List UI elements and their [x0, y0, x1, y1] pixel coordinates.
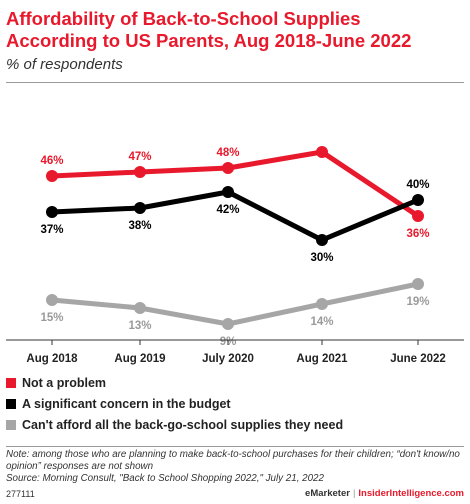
brand-separator: |: [352, 488, 356, 499]
header-divider: [6, 82, 464, 83]
x-tick-label: Aug 2021: [296, 353, 348, 365]
x-tick-label: June 2022: [390, 353, 446, 365]
legend-item-cant-afford: Can't afford all the back-go-school supp…: [6, 416, 343, 434]
data-point: [412, 210, 424, 222]
footer-brand: eMarketer | InsiderIntelligence.com: [305, 488, 464, 499]
data-label: 19%: [406, 296, 429, 308]
data-point: [316, 298, 328, 310]
data-point: [222, 186, 234, 198]
data-point: [316, 146, 328, 158]
data-point: [46, 294, 58, 306]
chart-subtitle: % of respondents: [6, 56, 123, 73]
data-label: 52%: [310, 140, 333, 143]
data-label: 38%: [128, 220, 151, 232]
legend-item-significant-concern: A significant concern in the budget: [6, 395, 343, 413]
data-label: 42%: [216, 204, 239, 216]
data-label: 13%: [128, 320, 151, 332]
brand-site-link[interactable]: InsiderIntelligence.com: [358, 488, 464, 499]
legend-label: Can't afford all the back-go-school supp…: [22, 418, 344, 432]
data-point: [412, 194, 424, 206]
data-labels-layer: 46%47%48%52%36%37%38%42%30%40%15%13%9%14…: [40, 140, 429, 348]
x-tick-label: Aug 2018: [26, 353, 78, 365]
data-label: 37%: [40, 224, 63, 236]
data-label: 14%: [310, 316, 333, 328]
legend-label: Not a problem: [22, 376, 107, 390]
series-line-1: [51, 189, 419, 243]
data-label: 36%: [406, 228, 429, 240]
data-point: [134, 202, 146, 214]
series-line-2: [51, 281, 419, 327]
data-label: 40%: [406, 179, 429, 191]
legend-swatch-red: [6, 378, 16, 388]
data-label: 48%: [216, 147, 239, 159]
data-point: [46, 206, 58, 218]
chart-title: Affordability of Back-to-School Supplies…: [6, 8, 412, 51]
data-point: [222, 318, 234, 330]
data-point: [412, 278, 424, 290]
data-point: [134, 302, 146, 314]
legend: Not a problem A significant concern in t…: [6, 374, 343, 437]
x-tick-label: Aug 2019: [114, 353, 165, 365]
legend-label: A significant concern in the budget: [22, 397, 231, 411]
notes: Note: among those who are planning to ma…: [6, 449, 464, 485]
data-point: [222, 162, 234, 174]
data-point: [46, 170, 58, 182]
legend-swatch-gray: [6, 420, 16, 430]
data-label: 30%: [310, 252, 333, 264]
notes-divider: [6, 446, 464, 447]
x-axis: Aug 2018 Aug 2019 July 2020 Aug 2021 June 20…: [6, 339, 464, 365]
data-point: [134, 166, 146, 178]
data-label: 47%: [128, 151, 151, 163]
data-label: 15%: [40, 312, 63, 324]
chart-id: 277111: [6, 489, 35, 499]
legend-swatch-black: [6, 399, 16, 409]
legend-item-not-a-problem: Not a problem: [6, 374, 343, 392]
x-tick-label: July 2020: [202, 353, 254, 365]
line-chart: 46%47%48%52%36%37%38%42%30%40%15%13%9%14…: [6, 140, 464, 365]
brand-name: eMarketer: [305, 488, 350, 499]
note-text: Note: among those who are planning to ma…: [6, 449, 460, 472]
data-label: 46%: [40, 155, 63, 167]
series-layer: [46, 146, 424, 330]
data-point: [316, 234, 328, 246]
source-text: Source: Morning Consult, "Back to School…: [6, 473, 324, 484]
